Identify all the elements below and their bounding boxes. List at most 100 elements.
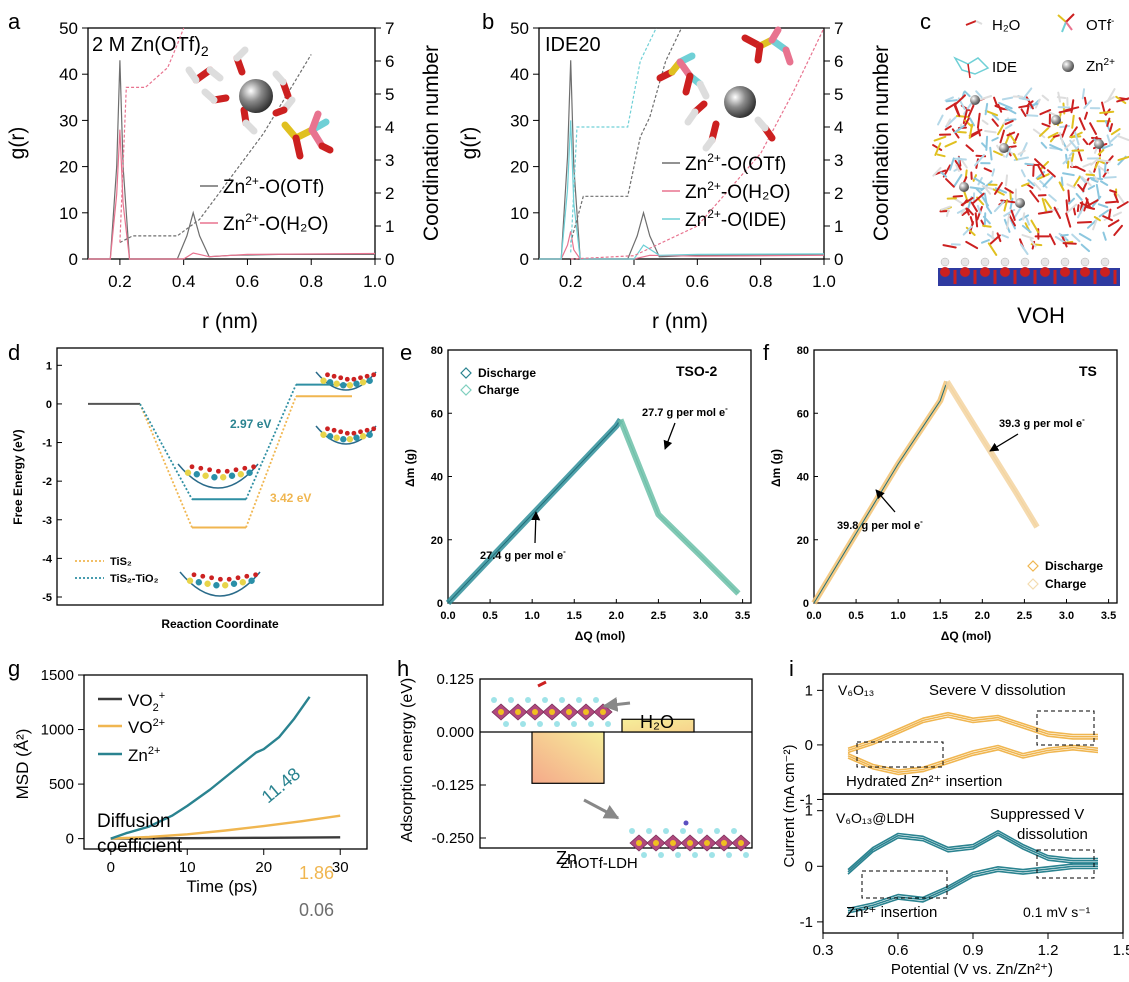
legend-g-1: VO2+ bbox=[128, 717, 165, 737]
molecule-bond bbox=[991, 113, 1000, 121]
arrow-f-2 bbox=[875, 489, 896, 513]
y-tick-label: 1000 bbox=[41, 722, 74, 739]
molecule-bond bbox=[1058, 181, 1065, 192]
legend-b: Zn2+-O(OTf) Zn2+-O(H₂O) Zn2+-O(IDE) bbox=[662, 151, 791, 231]
y-tick-label: -1 bbox=[42, 438, 52, 450]
x-tick-label: 0.2 bbox=[108, 272, 132, 291]
molecule-bond bbox=[1103, 176, 1117, 179]
legend-b-0: Zn2+-O(OTf) bbox=[685, 151, 786, 175]
molecule-bond bbox=[1039, 108, 1052, 116]
molecule-bond bbox=[991, 136, 999, 142]
molecule-bond bbox=[1029, 189, 1040, 203]
cv-curve bbox=[847, 867, 1098, 914]
y-tick-label: 0 bbox=[46, 399, 52, 411]
molecule-bond bbox=[953, 94, 966, 106]
surface-atom bbox=[224, 468, 230, 474]
surface-atom bbox=[364, 427, 370, 433]
molecule-bond bbox=[944, 96, 954, 102]
slope-label-e-1: 27.7 g per mol e- bbox=[642, 404, 728, 419]
molecule-bond bbox=[1039, 180, 1048, 189]
surface-atom bbox=[338, 429, 344, 435]
legend-b-2: Zn2+-O(IDE) bbox=[685, 207, 786, 231]
x-tick-label: 2.0 bbox=[975, 610, 990, 622]
x-tick-label: 0.5 bbox=[482, 610, 497, 622]
electrode-oxygen bbox=[960, 267, 970, 277]
surface-atom bbox=[246, 469, 253, 476]
molecule-bond bbox=[963, 102, 973, 115]
molecule-bond bbox=[1108, 208, 1112, 219]
cv-curve bbox=[847, 716, 1098, 754]
series-line bbox=[110, 814, 341, 840]
arrow-f-1 bbox=[989, 433, 1019, 452]
molecule-bond bbox=[991, 118, 999, 127]
legend-f: Discharge Charge bbox=[1027, 559, 1103, 591]
surface-atom bbox=[333, 434, 340, 441]
panel-label-a: a bbox=[8, 9, 21, 34]
energy-path bbox=[139, 403, 193, 528]
x-tick-label: 30 bbox=[332, 859, 349, 876]
molecule-bond bbox=[1076, 220, 1092, 224]
molecule-bond bbox=[1097, 203, 1109, 209]
molecule-bond bbox=[1025, 217, 1031, 226]
x-tick-label: 2.0 bbox=[609, 610, 624, 622]
bar bbox=[531, 731, 605, 784]
molecule-bond bbox=[1065, 199, 1069, 213]
molecule-bond bbox=[1041, 197, 1048, 212]
molecule-bond bbox=[932, 166, 942, 177]
y-tick-label: -5 bbox=[42, 592, 52, 604]
y-tick-label: 0 bbox=[69, 250, 78, 269]
molecule-bond bbox=[1070, 152, 1075, 162]
molecule-bond bbox=[987, 242, 998, 256]
electrode-hydrogen bbox=[960, 257, 970, 267]
surface-atom bbox=[346, 436, 354, 443]
molecule-bond bbox=[1067, 197, 1076, 205]
ldh-atom bbox=[566, 709, 572, 715]
series-line bbox=[620, 419, 739, 594]
x-tick-label: 3.0 bbox=[1059, 610, 1074, 622]
ldh-atom bbox=[687, 840, 693, 846]
cv-title-bottom: V₆O₁₃@LDH bbox=[836, 810, 915, 826]
arrow-e-1 bbox=[663, 422, 676, 450]
water-icon bbox=[965, 20, 983, 26]
surface-atom bbox=[204, 580, 211, 587]
x-tick-label: 0.8 bbox=[299, 272, 323, 291]
surface-atom bbox=[213, 582, 220, 589]
molecule-bond bbox=[1081, 177, 1090, 192]
molecule-bond bbox=[951, 128, 960, 139]
plot-area-g bbox=[110, 696, 341, 840]
surface-atom bbox=[184, 469, 192, 476]
x-tick-label: 1.2 bbox=[1038, 942, 1059, 959]
surface-atom bbox=[207, 467, 213, 473]
surface-atom bbox=[189, 464, 195, 470]
molecule-bond bbox=[962, 225, 973, 236]
cv-title-top: V₆O₁₃ bbox=[838, 682, 874, 698]
molecule-bond bbox=[946, 118, 952, 126]
highlight-box-top-right bbox=[1036, 710, 1095, 746]
molecule-bond bbox=[981, 185, 994, 190]
bar-label-h2o: H₂O bbox=[640, 712, 674, 732]
molecule-bond bbox=[942, 244, 957, 249]
panel-c: c H₂O OTf- IDE Zn2+ VOH bbox=[920, 9, 1129, 328]
molecule-bond bbox=[1083, 198, 1089, 212]
surface-atom bbox=[340, 382, 347, 389]
molecule-bond bbox=[1106, 117, 1111, 127]
y-tick-label: -2 bbox=[42, 476, 52, 488]
y2-tick-label: 7 bbox=[834, 19, 843, 38]
legend-d: TiS₂ TiS₂-TiO₂ bbox=[75, 556, 159, 585]
surface-atom bbox=[331, 427, 337, 433]
molecule-bond bbox=[965, 207, 970, 216]
molecule-bond bbox=[1030, 219, 1040, 234]
electrode-hydrogen bbox=[980, 257, 990, 267]
x-tick-label: 0.6 bbox=[888, 942, 909, 959]
surface-atom bbox=[209, 575, 215, 581]
molecule-bond bbox=[1037, 210, 1053, 215]
molecule-bond bbox=[1004, 118, 1017, 122]
molecule-bond bbox=[1109, 189, 1117, 194]
y-tick-label: -3 bbox=[42, 515, 52, 527]
molecule-bond bbox=[1097, 165, 1110, 174]
x-tick-label: 0.6 bbox=[686, 272, 710, 291]
legend-a-0: Zn2+-O(OTf) bbox=[223, 174, 324, 198]
surface-atom bbox=[340, 436, 347, 443]
ldh-hydrogen bbox=[697, 828, 703, 834]
panel-label-c: c bbox=[920, 9, 931, 34]
